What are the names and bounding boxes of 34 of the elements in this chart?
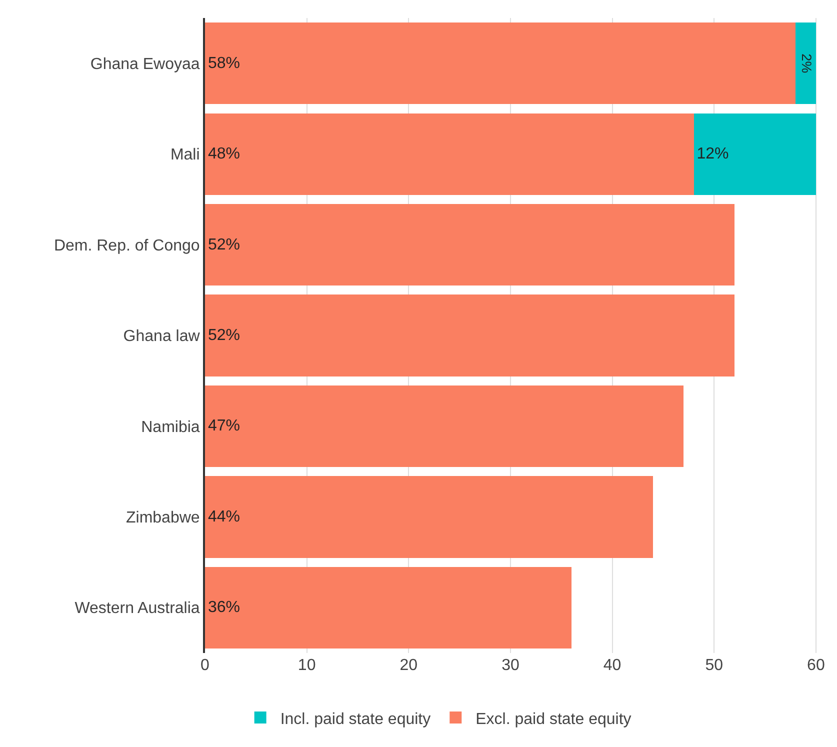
bar [205,566,572,648]
data-label: 58% [208,54,240,72]
x-tick-label: 0 [200,657,210,674]
y-tick-label: Ghana Ewoyaa [90,56,200,73]
bar [205,476,654,558]
data-label: 52% [208,327,240,344]
y-tick-label: Ghana law [123,328,200,346]
bar [694,113,816,195]
legend-label: Excl. paid state equity [476,710,632,728]
x-tick-label: 50 [705,657,724,674]
data-label: 44% [208,508,240,526]
x-tick-label: 10 [298,657,316,674]
x-tick-label: 60 [807,657,825,674]
bar [205,113,694,195]
data-label: 52% [208,236,240,254]
bar [205,385,684,468]
bar [205,22,796,104]
y-tick-label: Zimbabwe [126,510,200,527]
x-tick-label: 30 [502,657,520,674]
data-label: 2% [798,54,814,74]
data-label: 48% [208,146,240,163]
x-tick-label: 20 [400,657,418,674]
data-label: 12% [696,146,729,163]
bar [205,294,734,376]
bar [796,22,816,104]
y-tick-label: Namibia [141,418,200,436]
bar [205,204,734,286]
x-tick-label: 40 [603,657,622,674]
y-tick-label: Dem. Rep. of Congo [54,237,200,254]
data-label: 36% [208,599,240,616]
y-tick-label: Western Australia [74,600,200,618]
legend-label: Incl. paid state equity [280,710,431,728]
data-label: 47% [208,418,240,435]
y-tick-label: Mali [170,146,200,164]
